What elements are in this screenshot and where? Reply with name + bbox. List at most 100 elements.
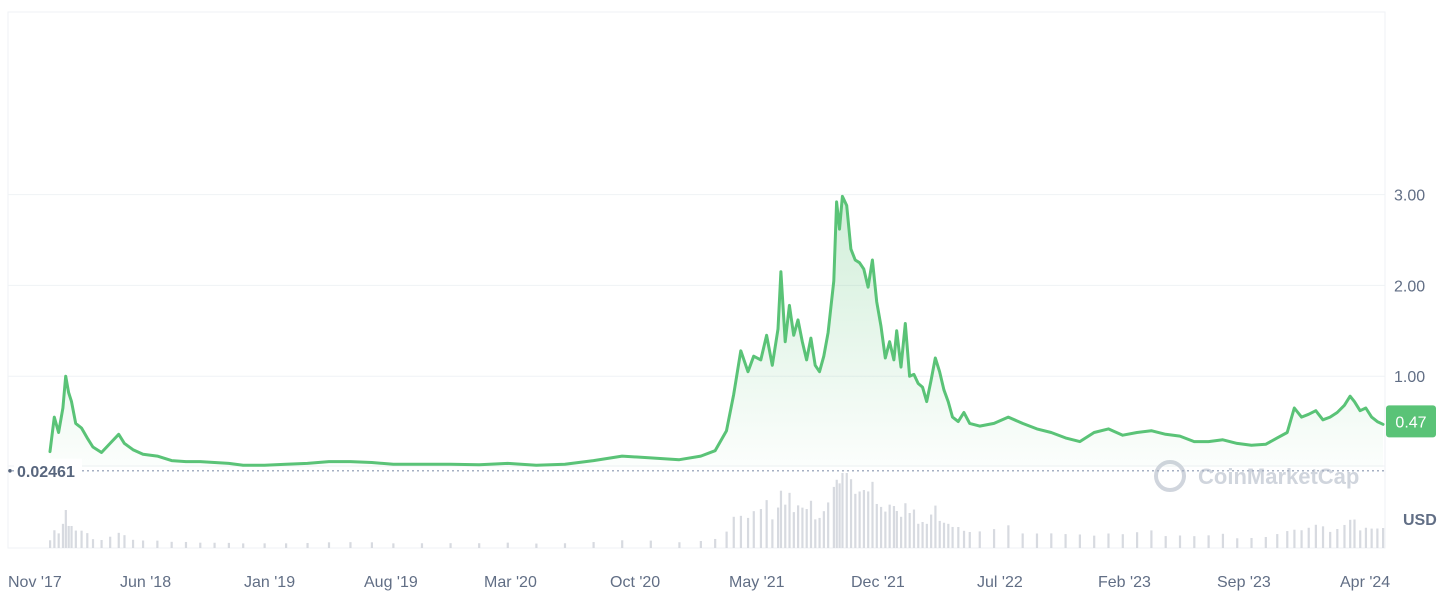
volume-bar xyxy=(1064,534,1067,548)
volume-bar xyxy=(131,539,135,548)
volume-bar xyxy=(792,512,795,548)
volume-bar xyxy=(746,517,750,548)
volume-bar xyxy=(814,519,817,548)
volume-bar xyxy=(370,542,374,548)
volume-bar xyxy=(797,505,800,548)
chart-frame xyxy=(7,11,1386,549)
volume-bar xyxy=(1329,531,1332,548)
volume-bar xyxy=(506,542,509,548)
current-price-label: 0.47 xyxy=(1395,414,1426,431)
volume-bar xyxy=(732,516,735,548)
volume-bar xyxy=(1078,534,1081,548)
volume-bar xyxy=(934,505,937,548)
volume-bar xyxy=(892,506,896,548)
volume-bar xyxy=(805,509,808,548)
volume-bar xyxy=(1300,530,1303,548)
volume-bar xyxy=(871,481,874,548)
volume-bar xyxy=(930,514,933,548)
coinmarketcap-watermark: CoinMarketCap xyxy=(1154,460,1359,492)
volume-bar xyxy=(49,540,52,548)
volume-bar xyxy=(349,542,352,548)
volume-bar xyxy=(992,529,996,548)
volume-bar xyxy=(242,543,245,548)
volume-bar xyxy=(921,522,924,548)
volume-bar xyxy=(759,509,763,548)
volume-bar xyxy=(1293,529,1296,548)
volume-bar xyxy=(64,510,67,548)
x-axis-ticks: Nov '17 Jun '18 Jan '19 Aug '19 Mar '20 Oct '… xyxy=(8,574,1390,591)
volume-bar xyxy=(1307,527,1310,548)
volume-bar xyxy=(788,492,791,548)
volume-bar xyxy=(714,538,717,548)
volume-bar xyxy=(156,540,159,548)
volume-bar xyxy=(752,511,755,548)
volume-bar xyxy=(1178,535,1182,548)
volume-bar xyxy=(678,542,681,548)
current-price-badge-bg xyxy=(1386,405,1436,438)
min-price-line: 0.02461 xyxy=(8,458,1385,481)
x-tick-label: Mar '20 xyxy=(484,574,537,591)
volume-bar xyxy=(1359,530,1362,548)
volume-bar xyxy=(1050,533,1053,548)
volume-bar xyxy=(968,532,971,548)
volume-bar xyxy=(1193,536,1196,548)
volume-bar xyxy=(263,543,266,548)
volume-bar xyxy=(100,540,103,548)
volume-bar xyxy=(1276,534,1279,548)
volume-bar xyxy=(879,506,883,548)
volume-bar xyxy=(449,543,452,548)
volume-bar xyxy=(649,540,652,548)
y-tick-label: 2.00 xyxy=(1394,278,1425,295)
volume-bar xyxy=(1364,527,1368,548)
volume-bar xyxy=(962,530,966,548)
volume-bar xyxy=(592,542,595,548)
volume-bar xyxy=(199,542,202,548)
volume-bar xyxy=(1135,532,1139,548)
volume-bar xyxy=(867,491,870,548)
x-tick-label: Dec '21 xyxy=(851,574,905,591)
volume-bar xyxy=(621,540,624,548)
volume-bar xyxy=(942,522,946,548)
volume-bar xyxy=(784,504,787,548)
volume-bar xyxy=(725,531,728,548)
y-axis-ticks: 1.00 2.00 3.00 xyxy=(1394,188,1425,387)
volume-bar xyxy=(978,531,981,548)
volume-bar xyxy=(818,517,821,548)
volume-bar xyxy=(1236,538,1239,548)
volume-bar xyxy=(809,500,813,548)
x-tick-label: Feb '23 xyxy=(1098,574,1151,591)
price-area-fill xyxy=(50,196,1383,467)
currency-label: USD xyxy=(1403,512,1437,529)
price-line xyxy=(48,194,1385,467)
volume-bar xyxy=(904,503,907,548)
volume-bar xyxy=(912,509,916,548)
x-tick-label: Sep '23 xyxy=(1217,574,1271,591)
volume-bar xyxy=(938,520,941,548)
volume-bar xyxy=(1376,528,1379,548)
volume-bar xyxy=(925,523,928,548)
x-tick-label: Oct '20 xyxy=(610,574,660,591)
volume-bar xyxy=(1314,524,1317,548)
volume-bar xyxy=(70,526,73,548)
volume-bar xyxy=(888,504,891,548)
volume-bar xyxy=(53,530,56,548)
x-tick-label: Jul '22 xyxy=(977,574,1023,591)
volume-bar xyxy=(845,473,848,548)
volume-bars xyxy=(49,473,1385,548)
volume-bar xyxy=(1264,537,1267,548)
volume-bar xyxy=(67,525,70,548)
min-price-marker xyxy=(8,468,12,473)
volume-bar xyxy=(699,541,702,548)
plot-border xyxy=(7,11,1386,549)
y-tick-label: 3.00 xyxy=(1394,188,1425,205)
volume-bar xyxy=(832,486,835,548)
volume-bar xyxy=(117,532,120,548)
volume-bar xyxy=(765,500,768,548)
volume-bar xyxy=(535,543,538,548)
volume-bar xyxy=(123,535,126,548)
volume-bar xyxy=(1286,531,1289,548)
volume-bar xyxy=(109,536,112,548)
volume-bar xyxy=(306,543,309,548)
volume-bar xyxy=(841,473,844,548)
